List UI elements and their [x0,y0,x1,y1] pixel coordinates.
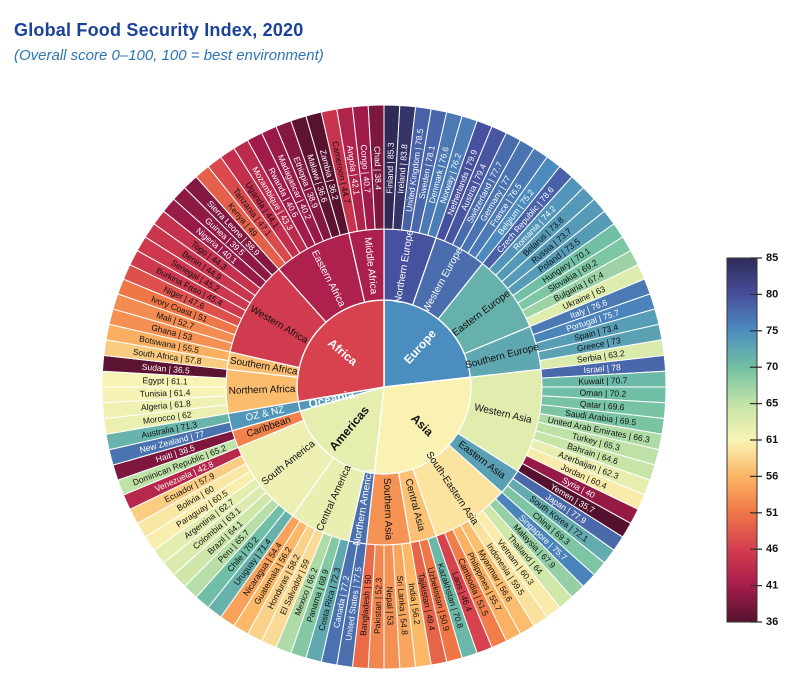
region-label-northern-africa: Northern Africa [229,384,296,397]
country-chad[interactable] [367,104,385,230]
country-label-egypt: Egypt | 61.1 [142,375,188,386]
country-label-nepal: Nepal | 53 [385,586,396,625]
page-subtitle: (Overall score 0–100, 100 = best environ… [14,47,324,64]
colorbar-tick-label: 65 [766,398,778,410]
colorbar-tick-label: 56 [766,470,778,482]
colorbar-tick-label: 51 [766,507,778,519]
country-label-finland: Finland | 85.3 [384,142,395,194]
country-label-oman: Oman | 70.2 [579,387,626,398]
country-label-congo: Congo | 40.7 [359,144,373,193]
country-label-ireland: Ireland | 83.8 [395,143,409,193]
colorbar-tick-label: 70 [766,361,778,373]
region-label-southern-asia: Southern Asia [381,478,394,541]
colorbar-tick-label: 85 [766,252,778,264]
colorbar-tick-label: 36 [766,616,778,628]
country-label-tunisia: Tunisia | 61.4 [140,387,191,398]
colorbar-tick-label: 61 [766,434,778,446]
country-label-kuwait: Kuwait | 70.7 [578,375,628,386]
colorbar-tick-label: 46 [766,543,778,555]
country-label-pakistan: Pakistan | 52.3 [372,577,384,634]
country-label-israel: Israel | 78 [583,362,621,375]
country-label-chad: Chad | 38.4 [372,146,383,190]
colorbar-tick-label: 41 [766,580,778,592]
page-title: Global Food Security Index, 2020 [14,20,304,40]
colorbar-tick-label: 75 [766,325,778,337]
sunburst-slices [101,104,667,670]
country-label-sri-lanka: Sri Lanka | 54.8 [395,575,410,635]
country-label-sudan: Sudan | 36.5 [141,362,190,376]
country-label-algeria: Algeria | 61.8 [141,398,192,412]
country-label-qatar: Qatar | 69.6 [579,399,625,413]
colorbar-tick-label: 80 [766,288,778,300]
